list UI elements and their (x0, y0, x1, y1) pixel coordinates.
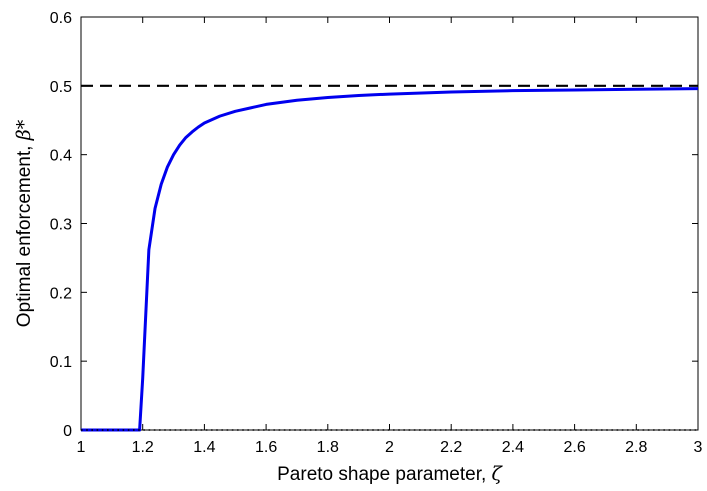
x-tick-label: 3 (694, 439, 703, 456)
y-tick-label: 0 (63, 423, 72, 440)
x-tick-label: 1.6 (255, 439, 277, 456)
y-axis-label-symbol: β* (13, 119, 35, 141)
x-tick-label: 1.2 (132, 439, 154, 456)
series-group (81, 84, 699, 432)
series-line-solid (81, 87, 699, 432)
x-axis-label-symbol: ζ (492, 463, 504, 485)
y-tick-label: 0.2 (50, 285, 72, 302)
x-axis-label-text: Pareto shape parameter, (277, 464, 491, 485)
y-tick-label: 0.5 (50, 79, 72, 96)
axis-ticks: 1 1.2 1.4 1.6 1.8 2 2.2 2.4 2.6 2.8 3 0 0.1 0.2 0.3 0.4… (50, 10, 703, 456)
x-tick-label: 1.4 (193, 439, 215, 456)
x-tick-label: 2 (385, 439, 394, 456)
x-tick-label: 2.2 (440, 439, 462, 456)
x-tick-label: 1.8 (317, 439, 339, 456)
x-tick-label: 2.8 (625, 439, 647, 456)
y-tick-label: 0.4 (50, 148, 72, 165)
x-tick-label: 2.4 (502, 439, 524, 456)
x-axis-label: Pareto shape parameter, ζ (277, 463, 503, 485)
plot-frame (80, 16, 699, 431)
x-tick-label: 1 (77, 439, 86, 456)
y-tick-label: 0.3 (50, 217, 72, 234)
y-tick-label: 0.1 (50, 354, 72, 371)
y-tick-label: 0.6 (50, 10, 72, 27)
y-axis-label-text: Optimal enforcement, (14, 140, 35, 327)
y-axis-label: Optimal enforcement, β* (13, 119, 35, 327)
x-tick-label: 2.6 (563, 439, 585, 456)
